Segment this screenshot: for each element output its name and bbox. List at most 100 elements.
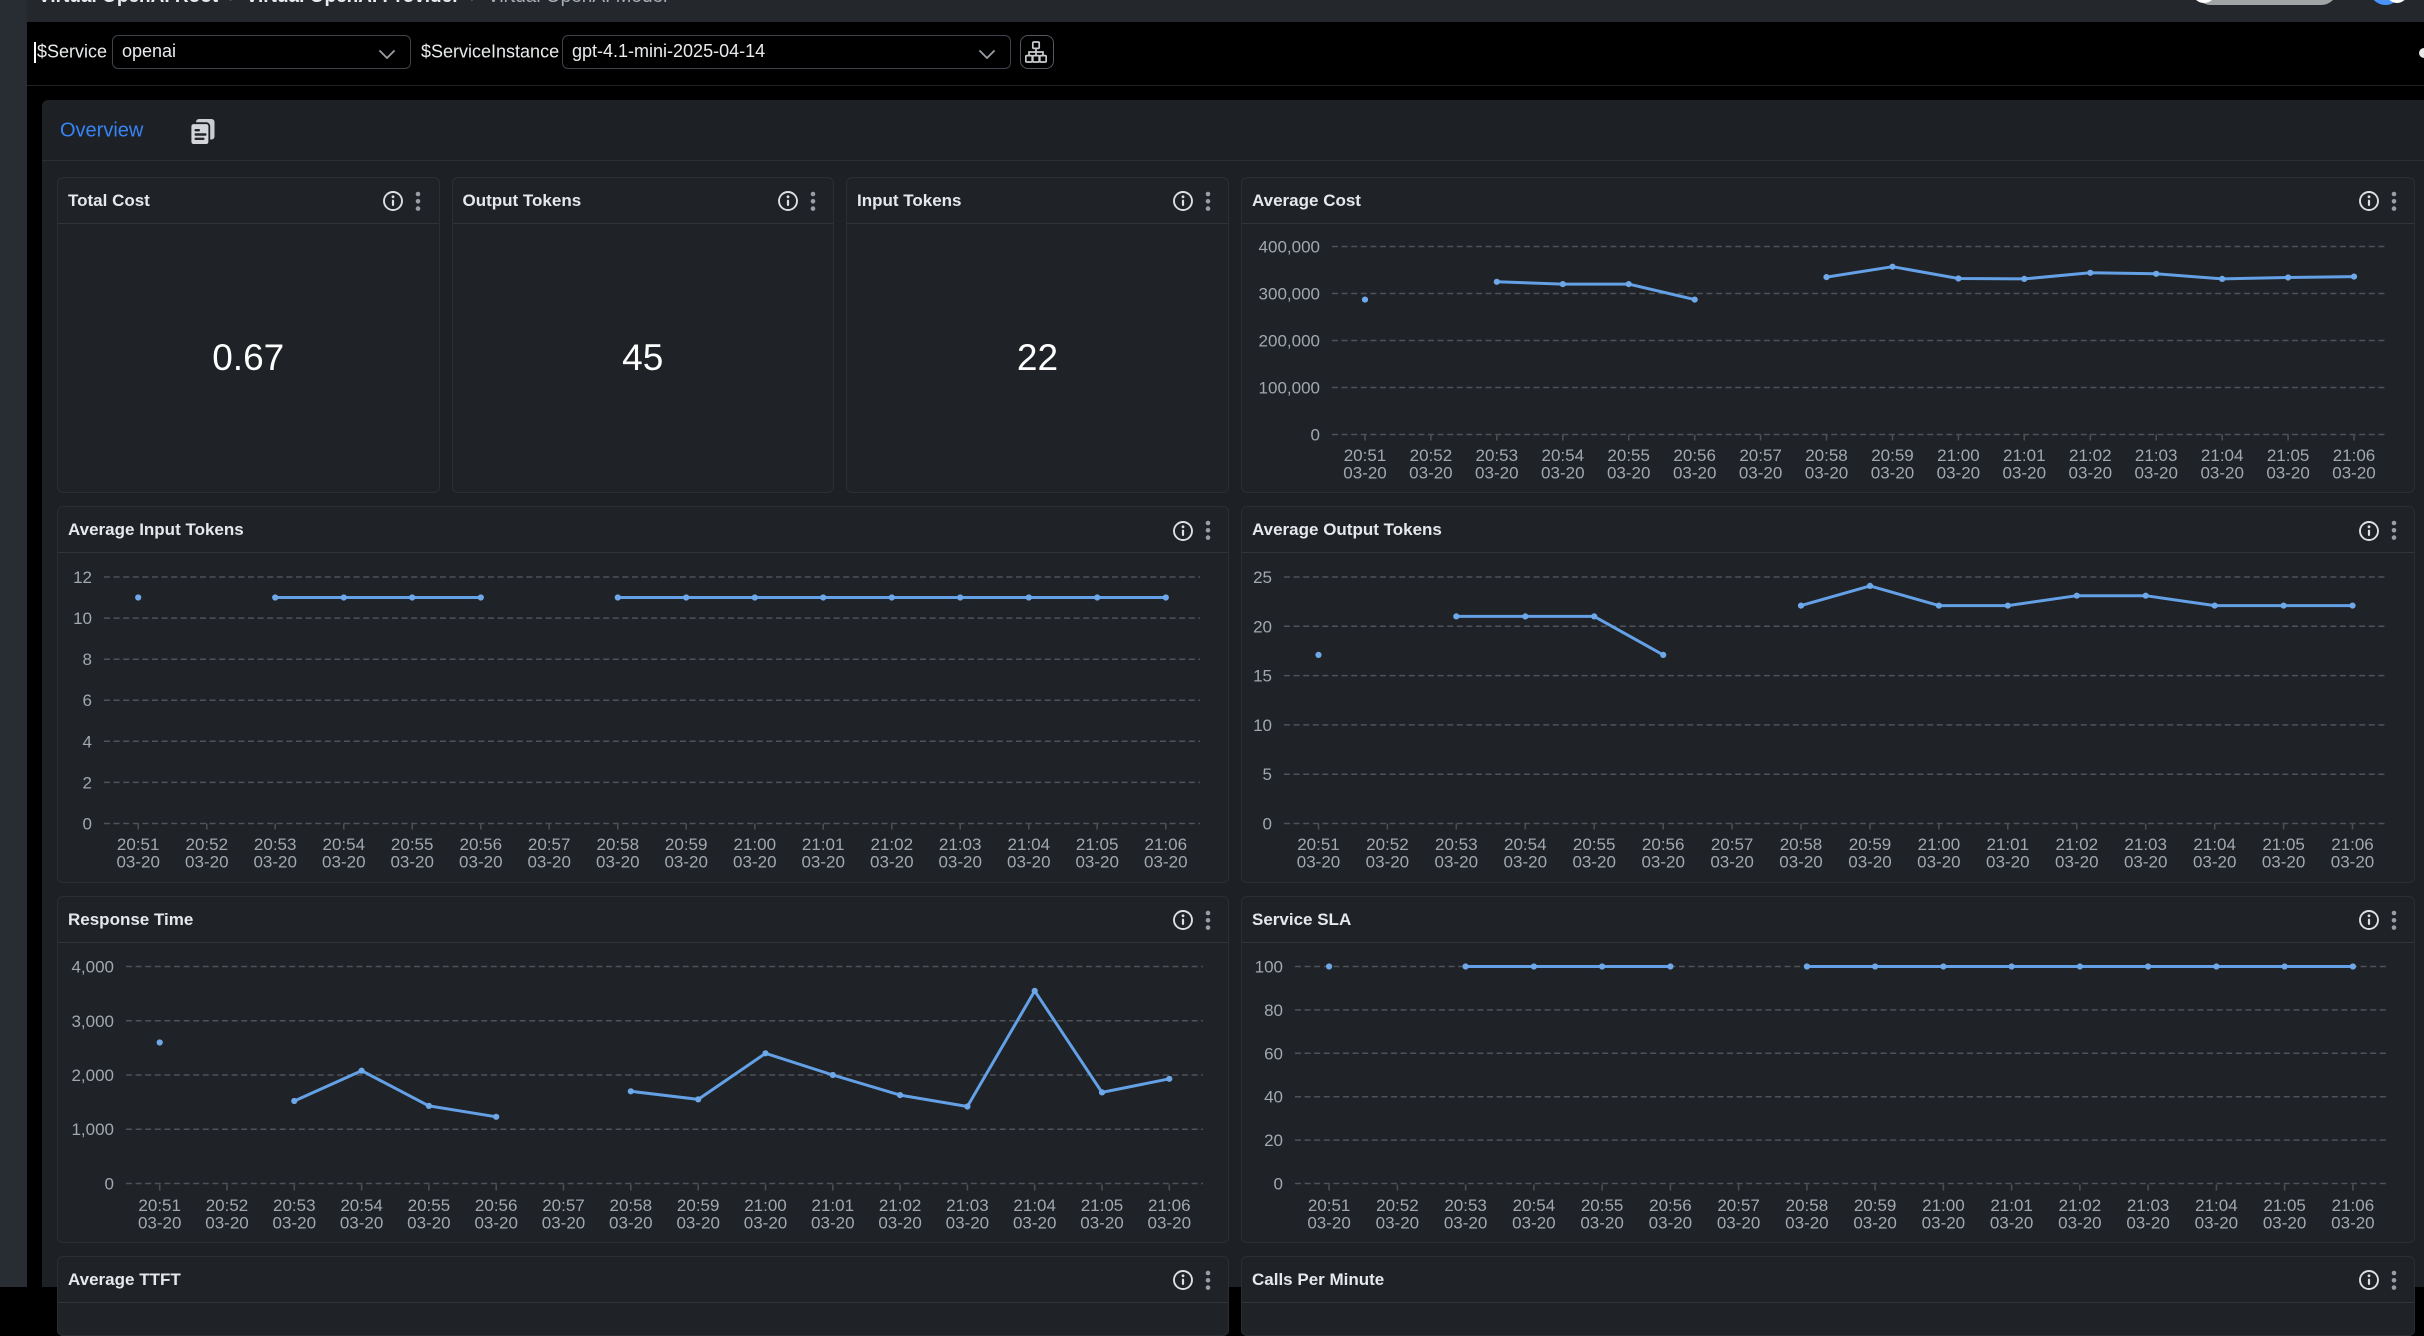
svg-text:03-20: 03-20 xyxy=(870,853,913,872)
svg-text:20:58: 20:58 xyxy=(597,835,640,854)
svg-text:20:59: 20:59 xyxy=(1854,1196,1897,1215)
svg-text:20:59: 20:59 xyxy=(677,1196,720,1215)
svg-text:21:00: 21:00 xyxy=(1922,1196,1965,1215)
svg-text:03-20: 03-20 xyxy=(1007,853,1050,872)
svg-text:03-20: 03-20 xyxy=(2200,463,2243,482)
svg-text:21:02: 21:02 xyxy=(2069,446,2112,465)
svg-text:20:54: 20:54 xyxy=(340,1196,383,1215)
svg-text:03-20: 03-20 xyxy=(878,1213,921,1232)
svg-text:03-20: 03-20 xyxy=(2058,1213,2101,1232)
svg-text:21:03: 21:03 xyxy=(939,835,982,854)
svg-text:15: 15 xyxy=(1253,667,1272,686)
svg-text:03-20: 03-20 xyxy=(1409,463,1452,482)
svg-text:21:05: 21:05 xyxy=(1076,835,1119,854)
svg-text:03-20: 03-20 xyxy=(1435,853,1478,872)
svg-text:03-20: 03-20 xyxy=(2331,853,2374,872)
svg-text:20:55: 20:55 xyxy=(1573,835,1616,854)
svg-text:21:05: 21:05 xyxy=(2263,1196,2306,1215)
svg-text:20:55: 20:55 xyxy=(1581,1196,1624,1215)
svg-text:03-20: 03-20 xyxy=(138,1213,181,1232)
svg-text:20:56: 20:56 xyxy=(1649,1196,1692,1215)
svg-text:21:04: 21:04 xyxy=(1013,1196,1056,1215)
svg-text:20:53: 20:53 xyxy=(1476,446,1519,465)
svg-text:21:04: 21:04 xyxy=(1008,835,1051,854)
svg-text:03-20: 03-20 xyxy=(1717,1213,1760,1232)
svg-text:03-20: 03-20 xyxy=(1075,853,1118,872)
svg-text:03-20: 03-20 xyxy=(811,1213,854,1232)
svg-text:03-20: 03-20 xyxy=(1853,1213,1896,1232)
svg-text:21:04: 21:04 xyxy=(2201,446,2244,465)
svg-text:20:54: 20:54 xyxy=(323,835,366,854)
svg-text:03-20: 03-20 xyxy=(1641,853,1684,872)
svg-text:03-20: 03-20 xyxy=(596,853,639,872)
svg-text:21:01: 21:01 xyxy=(802,835,845,854)
svg-text:20:56: 20:56 xyxy=(1642,835,1685,854)
svg-text:20:51: 20:51 xyxy=(1344,446,1387,465)
svg-text:20:52: 20:52 xyxy=(206,1196,249,1215)
svg-text:03-20: 03-20 xyxy=(322,853,365,872)
svg-text:03-20: 03-20 xyxy=(2193,853,2236,872)
svg-text:03-20: 03-20 xyxy=(1343,463,1386,482)
svg-text:40: 40 xyxy=(1264,1087,1283,1106)
svg-text:21:01: 21:01 xyxy=(1990,1196,2033,1215)
svg-text:25: 25 xyxy=(1253,568,1272,587)
svg-text:03-20: 03-20 xyxy=(1376,1213,1419,1232)
svg-text:20:58: 20:58 xyxy=(1805,446,1848,465)
svg-text:21:05: 21:05 xyxy=(1081,1196,1124,1215)
svg-text:03-20: 03-20 xyxy=(2263,1213,2306,1232)
svg-text:21:06: 21:06 xyxy=(1148,1196,1191,1215)
svg-text:03-20: 03-20 xyxy=(205,1213,248,1232)
svg-text:03-20: 03-20 xyxy=(1607,463,1650,482)
svg-text:03-20: 03-20 xyxy=(801,853,844,872)
svg-text:20:53: 20:53 xyxy=(1444,1196,1487,1215)
svg-text:03-20: 03-20 xyxy=(2331,1213,2374,1232)
svg-text:21:03: 21:03 xyxy=(2124,835,2167,854)
svg-text:03-20: 03-20 xyxy=(744,1213,787,1232)
svg-text:03-20: 03-20 xyxy=(1512,1213,1555,1232)
svg-text:21:00: 21:00 xyxy=(734,835,777,854)
svg-text:20:55: 20:55 xyxy=(391,835,434,854)
svg-text:03-20: 03-20 xyxy=(474,1213,517,1232)
svg-text:03-20: 03-20 xyxy=(1710,853,1753,872)
svg-text:21:05: 21:05 xyxy=(2262,835,2305,854)
svg-text:21:06: 21:06 xyxy=(2333,446,2376,465)
svg-text:03-20: 03-20 xyxy=(938,853,981,872)
svg-text:80: 80 xyxy=(1264,1000,1283,1019)
svg-text:10: 10 xyxy=(1253,716,1272,735)
svg-text:03-20: 03-20 xyxy=(1986,853,2029,872)
svg-text:03-20: 03-20 xyxy=(1917,853,1960,872)
svg-text:21:01: 21:01 xyxy=(1987,835,2030,854)
svg-text:03-20: 03-20 xyxy=(664,853,707,872)
svg-text:20:52: 20:52 xyxy=(1366,835,1409,854)
svg-text:0: 0 xyxy=(83,815,92,834)
svg-text:03-20: 03-20 xyxy=(2124,853,2167,872)
svg-text:21:03: 21:03 xyxy=(2135,446,2178,465)
svg-text:20:52: 20:52 xyxy=(186,835,229,854)
svg-text:6: 6 xyxy=(83,691,92,710)
svg-text:21:00: 21:00 xyxy=(1937,446,1980,465)
svg-text:03-20: 03-20 xyxy=(1848,853,1891,872)
svg-text:20:56: 20:56 xyxy=(460,835,503,854)
svg-text:20:58: 20:58 xyxy=(1780,835,1823,854)
svg-text:03-20: 03-20 xyxy=(1504,853,1547,872)
svg-text:20:53: 20:53 xyxy=(1435,835,1478,854)
svg-text:21:06: 21:06 xyxy=(2332,1196,2375,1215)
svg-text:03-20: 03-20 xyxy=(1649,1213,1692,1232)
svg-text:03-20: 03-20 xyxy=(1580,1213,1623,1232)
svg-text:0: 0 xyxy=(1274,1174,1283,1193)
svg-text:20:57: 20:57 xyxy=(1739,446,1782,465)
svg-text:200,000: 200,000 xyxy=(1259,331,1320,350)
svg-text:100: 100 xyxy=(1255,957,1283,976)
svg-text:4: 4 xyxy=(83,732,92,751)
svg-text:21:02: 21:02 xyxy=(2056,835,2099,854)
svg-text:20:57: 20:57 xyxy=(1717,1196,1760,1215)
svg-text:100,000: 100,000 xyxy=(1259,378,1320,397)
svg-text:03-20: 03-20 xyxy=(1673,463,1716,482)
svg-text:20:51: 20:51 xyxy=(1308,1196,1351,1215)
svg-text:03-20: 03-20 xyxy=(2195,1213,2238,1232)
svg-text:20:56: 20:56 xyxy=(475,1196,518,1215)
svg-text:20:54: 20:54 xyxy=(1504,835,1547,854)
svg-text:20: 20 xyxy=(1253,617,1272,636)
svg-text:03-20: 03-20 xyxy=(2055,853,2098,872)
svg-text:12: 12 xyxy=(73,568,92,587)
